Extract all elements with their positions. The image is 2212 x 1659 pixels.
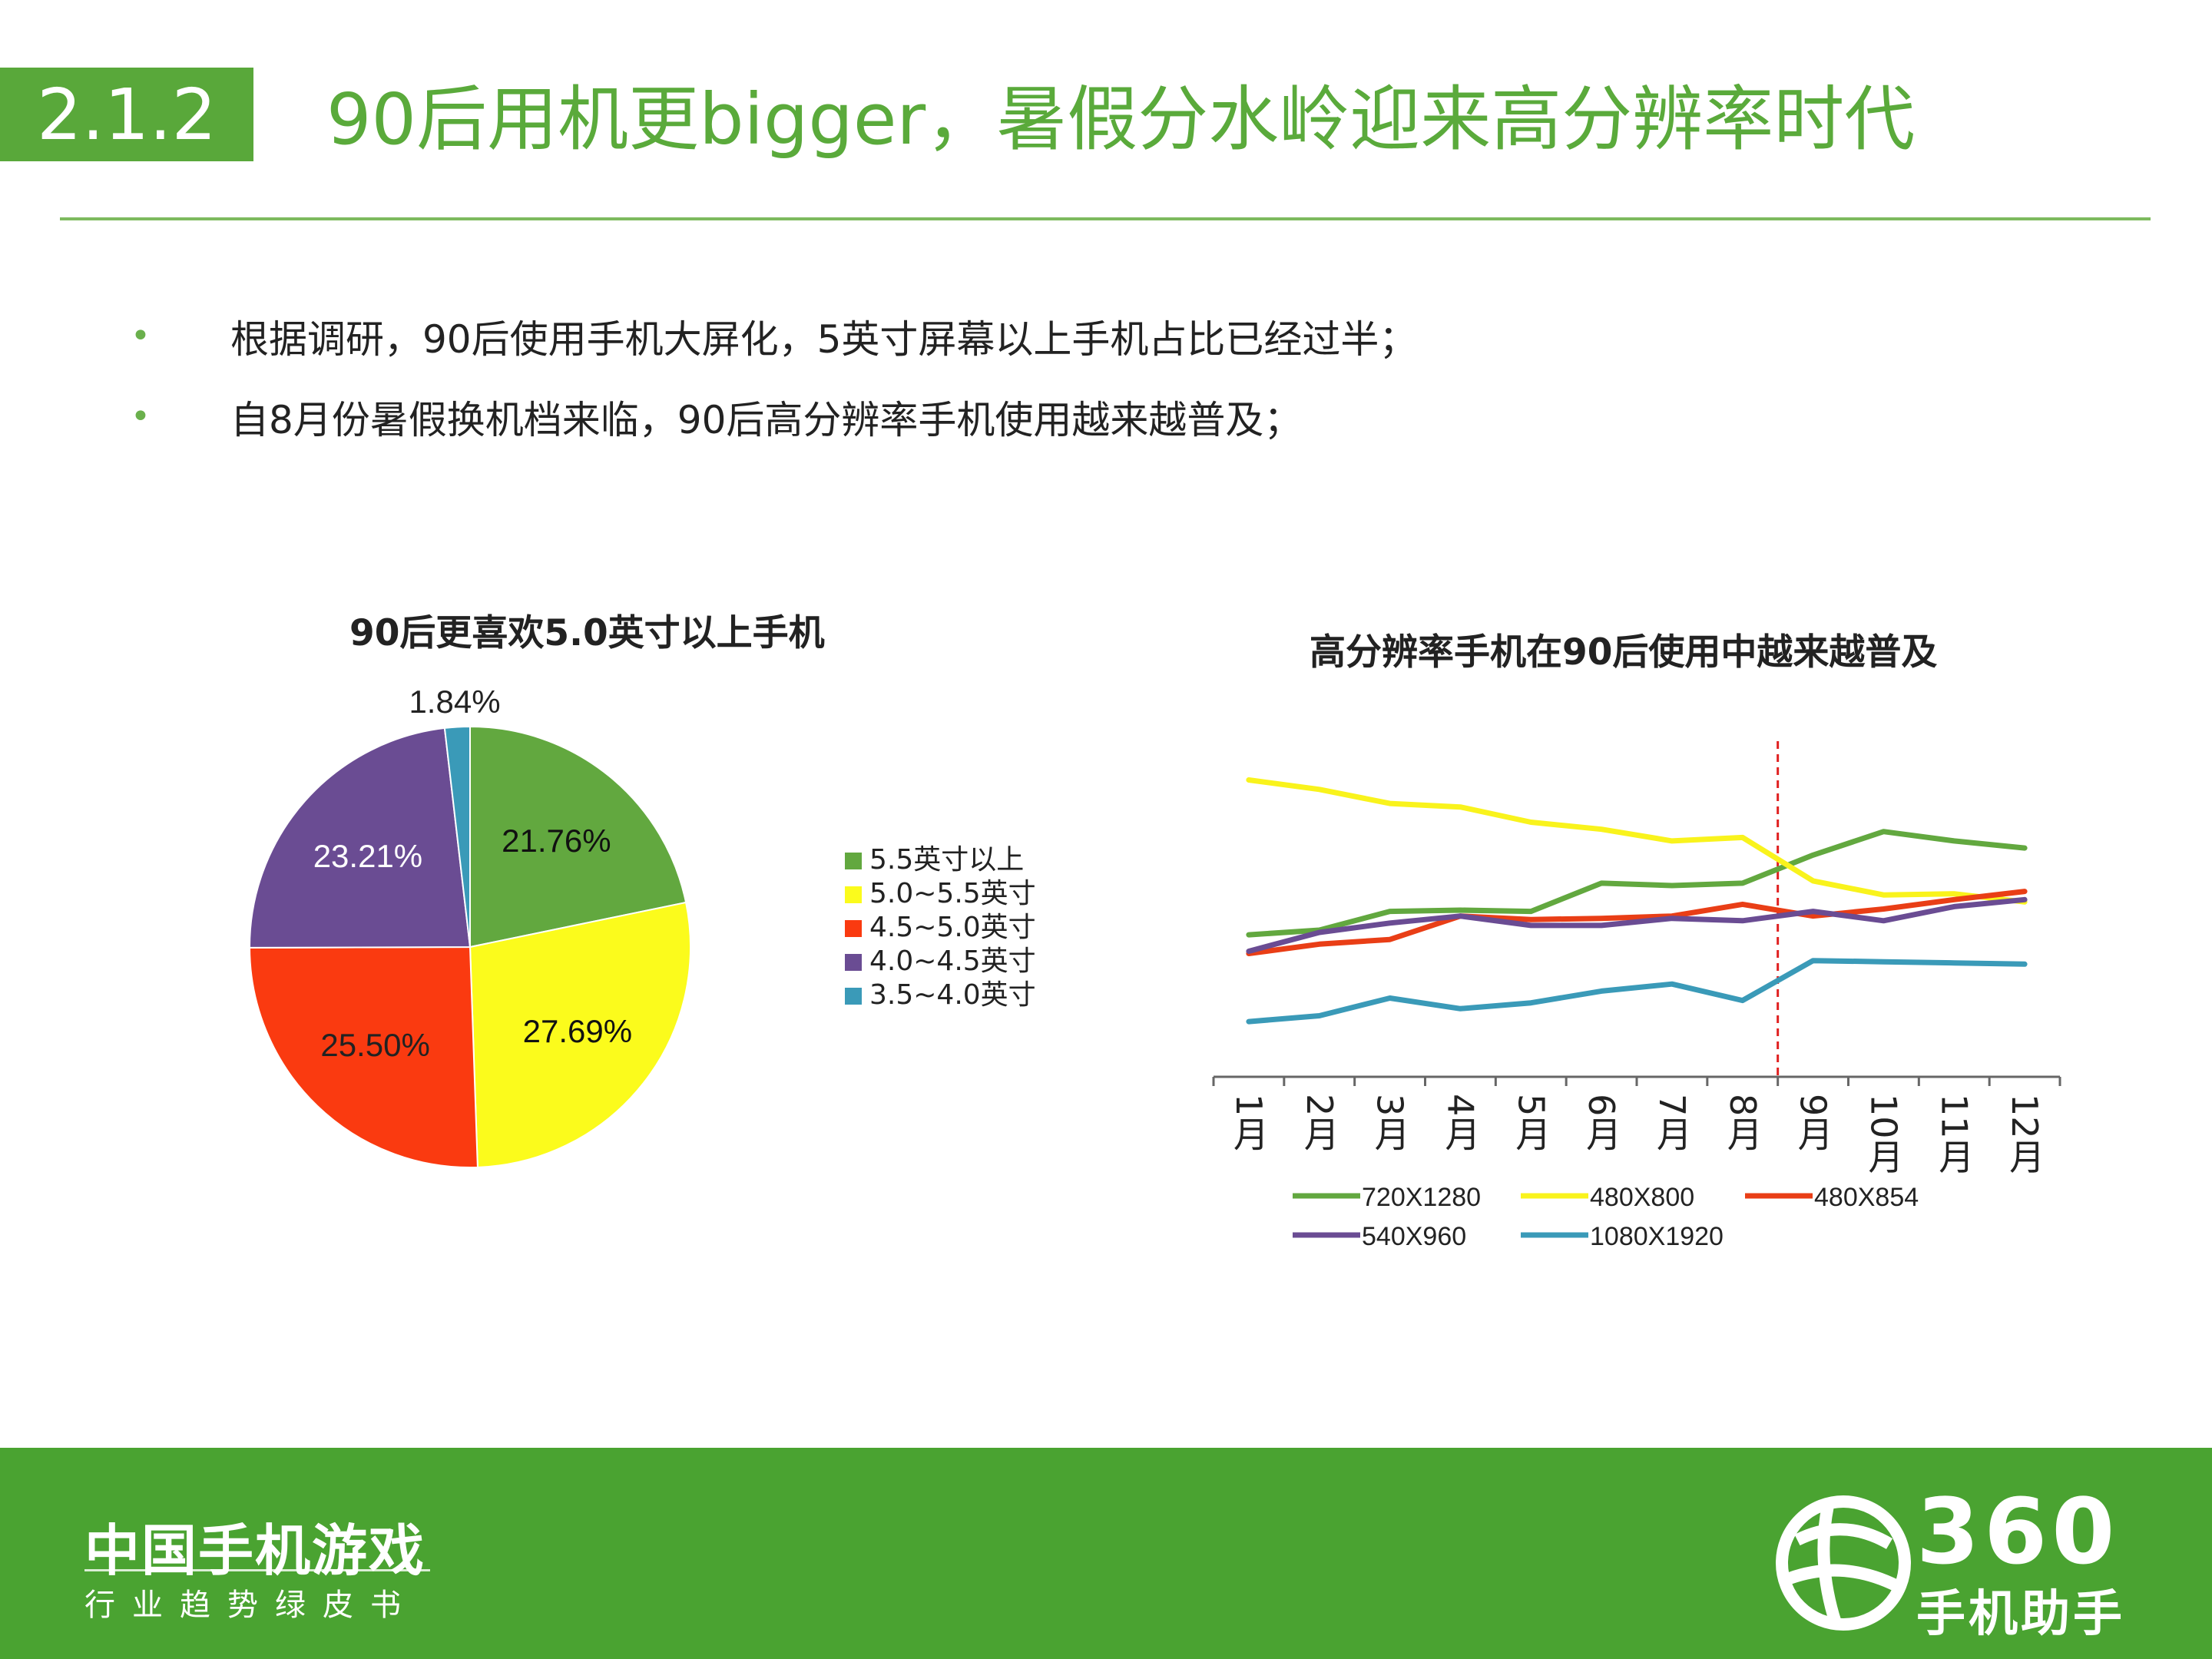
logo-number: 360 — [1916, 1479, 2120, 1584]
x-tick-label: 11月 — [1933, 1094, 1975, 1174]
x-tick-label: 12月 — [2004, 1094, 2045, 1174]
charts-canvas: 21.76% 27.69% 25.50% 23.21% 1.84% 5.5英寸以上5.0… — [248, 684, 2061, 1251]
legend-swatch — [845, 853, 862, 869]
pie-slice — [248, 727, 472, 949]
bullet-text: 根据调研，90后使用手机大屏化，5英寸屏幕以上手机占比已经过半； — [230, 316, 1418, 362]
bullet-dot-icon: • — [131, 397, 151, 436]
legend-swatch — [845, 886, 862, 903]
legend-label: 480X854 — [1814, 1183, 1919, 1212]
section-number-badge: 2.1.2 — [0, 68, 253, 161]
line-chart-title: 高分辨率手机在90后使用中越来越普及 — [1310, 631, 1938, 674]
x-tick-label: 8月 — [1722, 1094, 1763, 1151]
legend-label: 4.0~4.5英寸 — [869, 945, 1036, 977]
series-line — [1246, 829, 2028, 938]
legend-label: 540X960 — [1362, 1222, 1466, 1251]
legend-label: 5.5英寸以上 — [869, 844, 1024, 876]
x-tick-label: 10月 — [1863, 1094, 1904, 1174]
pie-data-label: 27.69% — [523, 1013, 632, 1049]
brand-logo: 360 手机助手 — [1774, 1479, 2135, 1643]
legend-label: 4.5~5.0英寸 — [869, 912, 1036, 943]
x-tick-label: 6月 — [1581, 1094, 1622, 1151]
bullet-text: 自8月份暑假换机档来临，90后高分辨率手机使用越来越普及； — [230, 397, 1303, 442]
pie-slice — [443, 725, 471, 948]
footer-bar: 中国手机游戏 行业趋势绿皮书 360 手机助手 — [0, 1448, 2212, 1659]
legend-swatch — [845, 954, 862, 971]
pie-slice — [469, 901, 691, 1168]
series-line — [1246, 958, 2028, 1025]
pie-data-label: 1.84% — [409, 684, 500, 720]
pie-slice — [248, 945, 478, 1168]
logo-text: 手机助手 — [1916, 1586, 2125, 1643]
bullet-item: • 自8月份暑假换机档来临，90后高分辨率手机使用越来越普及； — [131, 376, 1417, 457]
pie-data-label: 25.50% — [320, 1027, 429, 1063]
bullet-item: • 根据调研，90后使用手机大屏化，5英寸屏幕以上手机占比已经过半； — [131, 296, 1417, 376]
series-line — [1246, 777, 2028, 905]
legend-label: 720X1280 — [1362, 1183, 1481, 1212]
footer-subtitle: 行业趋势绿皮书 — [84, 1588, 418, 1623]
legend-swatch — [845, 988, 862, 1005]
slide-title: 90后用机更bigger，暑假分水岭迎来高分辨率时代 — [326, 78, 1916, 161]
title-divider — [60, 217, 2151, 220]
legend-label: 480X800 — [1590, 1183, 1694, 1212]
legend-label: 5.0~5.5英寸 — [869, 878, 1036, 909]
series-line — [1246, 889, 2028, 956]
x-tick-label: 1月 — [1228, 1094, 1270, 1151]
x-tick-label: 5月 — [1510, 1094, 1551, 1151]
line-chart: 1月 2月 3月 4月 5月 6月 7月 8月 9月 10月 11月 12月 — [1212, 741, 2061, 1174]
legend-label: 1080X1920 — [1590, 1222, 1724, 1251]
legend-swatch — [845, 920, 862, 937]
legend-label: 3.5~4.0英寸 — [869, 979, 1036, 1011]
bullet-dot-icon: • — [131, 316, 151, 356]
pie-slice — [469, 725, 687, 949]
x-tick-label: 4月 — [1439, 1094, 1481, 1151]
x-tick-label: 3月 — [1369, 1094, 1411, 1151]
bullet-list: • 根据调研，90后使用手机大屏化，5英寸屏幕以上手机占比已经过半； • 自8月… — [131, 296, 1417, 457]
x-tick-label: 9月 — [1793, 1094, 1834, 1151]
x-tick-label: 2月 — [1299, 1094, 1340, 1151]
pie-chart-legend: 5.5英寸以上5.0~5.5英寸4.5~5.0英寸4.0~4.5英寸3.5~4.… — [845, 844, 1036, 1011]
pie-data-label: 21.76% — [502, 823, 611, 859]
pie-chart-title: 90后更喜欢5.0英寸以上手机 — [349, 612, 825, 654]
ball-logo-icon — [1776, 1495, 1911, 1631]
pie-data-label: 23.21% — [313, 838, 422, 874]
pie-chart: 21.76% 27.69% 25.50% 23.21% 1.84% — [248, 684, 691, 1168]
footer-brand: 中国手机游戏 — [84, 1518, 426, 1583]
series-line — [1246, 896, 2028, 954]
footer-divider — [84, 1569, 430, 1571]
line-chart-legend: 720X1280 480X800 480X854 540X960 1080X1920 — [1293, 1183, 1919, 1251]
x-tick-label: 7月 — [1651, 1094, 1693, 1151]
